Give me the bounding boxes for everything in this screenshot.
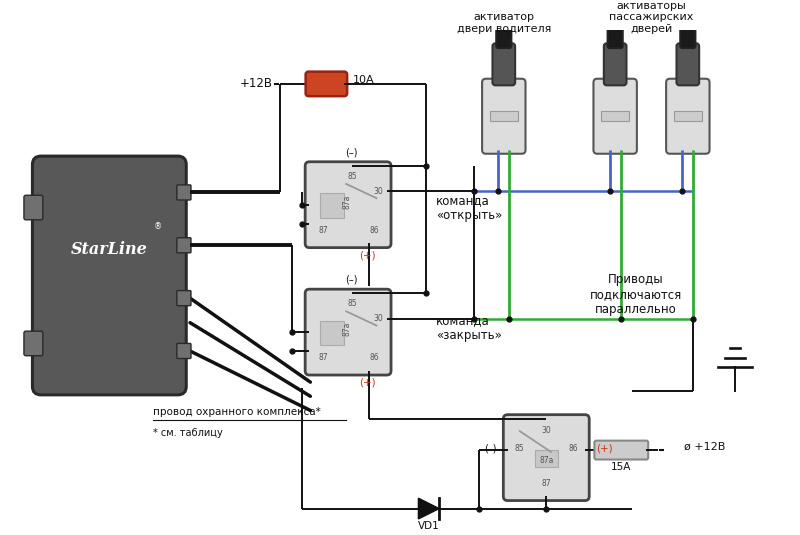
Text: StarLine: StarLine bbox=[71, 241, 148, 257]
Text: 10А: 10А bbox=[353, 75, 374, 85]
FancyBboxPatch shape bbox=[666, 79, 710, 154]
Text: активатор
двери водителя: активатор двери водителя bbox=[457, 12, 551, 34]
Text: (+): (+) bbox=[358, 250, 375, 260]
FancyBboxPatch shape bbox=[496, 27, 511, 48]
FancyBboxPatch shape bbox=[594, 79, 637, 154]
FancyBboxPatch shape bbox=[482, 79, 526, 154]
Text: 87: 87 bbox=[542, 479, 551, 488]
Text: +12В: +12В bbox=[240, 78, 273, 90]
FancyBboxPatch shape bbox=[33, 156, 186, 395]
FancyBboxPatch shape bbox=[608, 27, 622, 48]
Text: VD1: VD1 bbox=[418, 521, 440, 531]
Text: 15А: 15А bbox=[611, 462, 631, 472]
Text: ®: ® bbox=[154, 222, 162, 231]
FancyBboxPatch shape bbox=[677, 43, 699, 85]
Bar bbox=[674, 111, 702, 121]
Polygon shape bbox=[418, 498, 439, 519]
Text: 30: 30 bbox=[542, 425, 551, 434]
Text: 85: 85 bbox=[514, 444, 524, 453]
Text: команда
«открыть»: команда «открыть» bbox=[436, 195, 502, 223]
FancyBboxPatch shape bbox=[604, 43, 626, 85]
Text: (–): (–) bbox=[484, 443, 496, 453]
FancyBboxPatch shape bbox=[177, 343, 191, 358]
Bar bbox=[320, 193, 344, 218]
FancyBboxPatch shape bbox=[177, 185, 191, 200]
Text: провод охранного комплекса*: провод охранного комплекса* bbox=[153, 407, 321, 417]
FancyBboxPatch shape bbox=[24, 331, 43, 356]
FancyBboxPatch shape bbox=[680, 27, 695, 48]
FancyBboxPatch shape bbox=[177, 238, 191, 253]
Text: 87: 87 bbox=[319, 226, 329, 235]
Text: (+): (+) bbox=[358, 377, 375, 387]
FancyBboxPatch shape bbox=[306, 72, 347, 96]
Text: 87: 87 bbox=[319, 353, 329, 362]
Text: 86: 86 bbox=[370, 226, 379, 235]
FancyBboxPatch shape bbox=[594, 441, 648, 460]
Text: 87a: 87a bbox=[539, 456, 554, 465]
Text: 85: 85 bbox=[347, 172, 357, 181]
Text: команда
«закрыть»: команда «закрыть» bbox=[436, 315, 502, 342]
Text: 87a: 87a bbox=[342, 195, 352, 209]
Text: (+): (+) bbox=[596, 443, 613, 453]
Text: 87a: 87a bbox=[342, 322, 352, 337]
Text: * см. таблицу: * см. таблицу bbox=[153, 428, 222, 438]
Bar bbox=[535, 450, 558, 467]
Text: 85: 85 bbox=[347, 299, 357, 308]
Text: Приводы
подключаются
параллельно: Приводы подключаются параллельно bbox=[590, 273, 682, 316]
FancyBboxPatch shape bbox=[493, 43, 515, 85]
Text: 30: 30 bbox=[374, 187, 383, 196]
Text: ø +12В: ø +12В bbox=[684, 441, 726, 452]
Bar bbox=[490, 111, 518, 121]
FancyBboxPatch shape bbox=[503, 415, 590, 501]
FancyBboxPatch shape bbox=[305, 162, 391, 248]
Bar bbox=[320, 321, 344, 345]
Text: 30: 30 bbox=[374, 315, 383, 323]
Text: (–): (–) bbox=[346, 275, 358, 285]
FancyBboxPatch shape bbox=[305, 289, 391, 375]
Bar bbox=[601, 111, 630, 121]
Text: активаторы
пассажирских
дверей: активаторы пассажирских дверей bbox=[610, 1, 694, 34]
Text: 86: 86 bbox=[370, 353, 379, 362]
FancyBboxPatch shape bbox=[177, 291, 191, 305]
Text: (–): (–) bbox=[346, 148, 358, 157]
FancyBboxPatch shape bbox=[24, 195, 43, 220]
Text: 86: 86 bbox=[569, 444, 578, 453]
